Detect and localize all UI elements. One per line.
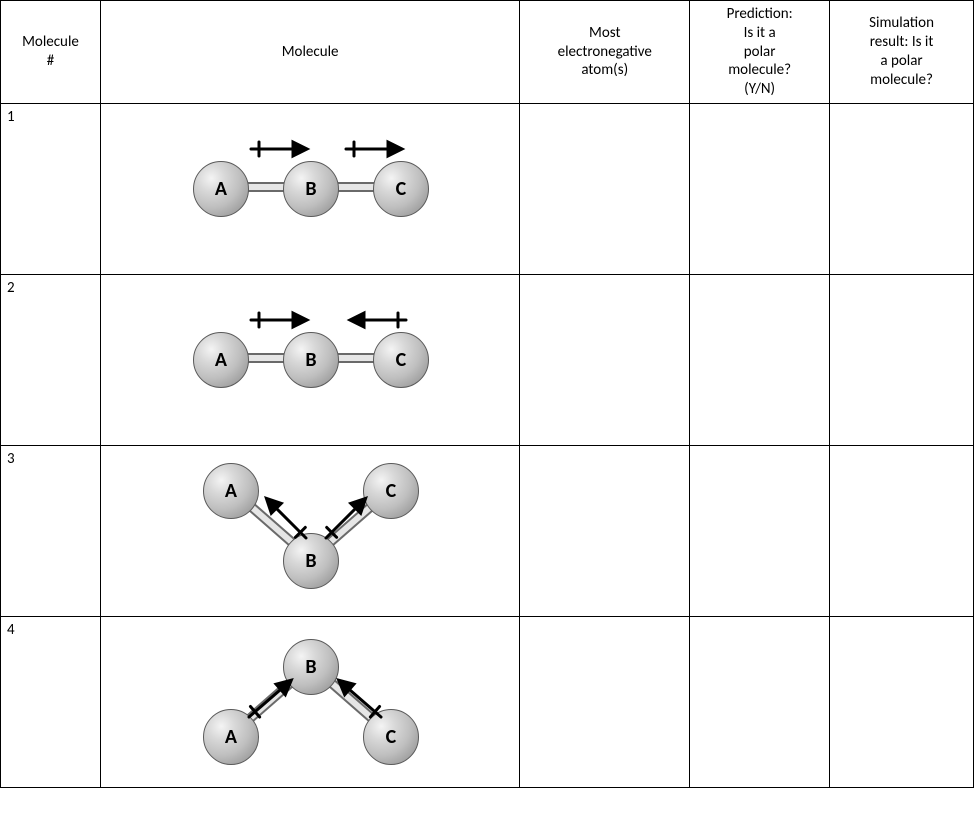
table-row: 3ABC	[1, 445, 974, 616]
molecule-number-cell: 4	[1, 616, 101, 787]
prediction-cell	[690, 103, 830, 274]
atom-a: A	[193, 332, 249, 388]
prediction-cell	[690, 616, 830, 787]
header-molecule-number: Molecule#	[1, 1, 101, 104]
molecule-diagram-cell: ABC	[100, 274, 519, 445]
atom-b: B	[283, 332, 339, 388]
atom-c: C	[363, 463, 419, 519]
molecule-diagram-cell: ABC	[100, 103, 519, 274]
atom-b: B	[283, 639, 339, 695]
atom-a: A	[193, 161, 249, 217]
molecule-diagram: ABC	[101, 275, 519, 445]
molecule-diagram: ABC	[101, 617, 519, 787]
most-electronegative-cell	[520, 274, 690, 445]
atom-c: C	[373, 161, 429, 217]
header-most-electronegative: Mostelectronegativeatom(s)	[520, 1, 690, 104]
atom-b: B	[283, 533, 339, 589]
atom-a: A	[203, 463, 259, 519]
table-row: 1ABC	[1, 103, 974, 274]
molecule-diagram-cell: ABC	[100, 445, 519, 616]
most-electronegative-cell	[520, 445, 690, 616]
molecule-number-cell: 3	[1, 445, 101, 616]
simulation-cell	[830, 616, 974, 787]
table-row: 2ABC	[1, 274, 974, 445]
prediction-cell	[690, 274, 830, 445]
simulation-cell	[830, 445, 974, 616]
most-electronegative-cell	[520, 103, 690, 274]
molecule-diagram: ABC	[101, 446, 519, 616]
header-simulation: Simulationresult: Is ita polarmolecule?	[830, 1, 974, 104]
header-row: Molecule# Molecule Mostelectronegativeat…	[1, 1, 974, 104]
prediction-cell	[690, 445, 830, 616]
molecule-number-cell: 2	[1, 274, 101, 445]
header-prediction: Prediction:Is it apolarmolecule?(Y/N)	[690, 1, 830, 104]
molecule-number-cell: 1	[1, 103, 101, 274]
simulation-cell	[830, 103, 974, 274]
most-electronegative-cell	[520, 616, 690, 787]
atom-b: B	[283, 161, 339, 217]
table-row: 4ABC	[1, 616, 974, 787]
simulation-cell	[830, 274, 974, 445]
header-molecule: Molecule	[100, 1, 519, 104]
molecule-polarity-table: Molecule# Molecule Mostelectronegativeat…	[0, 0, 974, 788]
atom-c: C	[373, 332, 429, 388]
molecule-diagram-cell: ABC	[100, 616, 519, 787]
molecule-diagram: ABC	[101, 104, 519, 274]
